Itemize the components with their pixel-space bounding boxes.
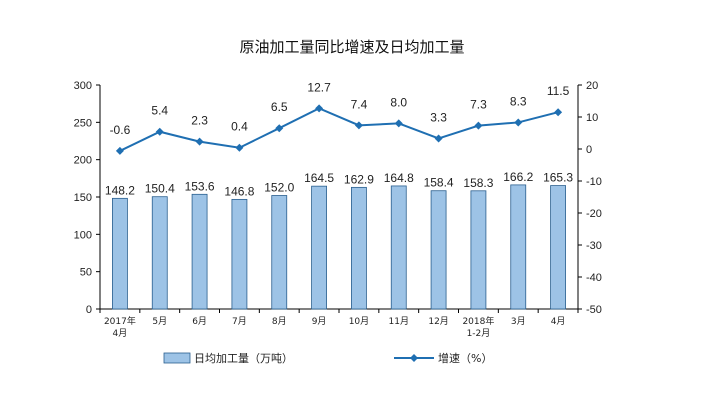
y-left-tick-label: 300 <box>74 80 92 92</box>
x-tick-label: 9月 <box>312 316 327 327</box>
x-tick-label: 2018年 <box>462 315 494 327</box>
y-right-tick-label: 10 <box>586 112 598 124</box>
bar <box>390 185 407 310</box>
bar-data-label: 166.2 <box>503 170 533 184</box>
y-right-tick-label: -20 <box>586 208 602 220</box>
y-left-tick-label: 0 <box>86 304 92 316</box>
bar-data-label: 158.4 <box>424 176 454 190</box>
growth-line <box>119 107 559 152</box>
line-point <box>235 143 244 152</box>
bar <box>470 190 487 310</box>
y-left-tick-label: 100 <box>74 229 92 241</box>
legend-line-marker <box>410 354 418 362</box>
line-data-label: 0.4 <box>231 120 248 134</box>
line-data-label: 11.5 <box>547 84 570 98</box>
line-point <box>514 118 523 127</box>
bar <box>191 193 208 310</box>
line-point <box>474 121 483 130</box>
chart-title: 原油加工量同比增速及日均加工量 <box>239 38 464 56</box>
bar-data-label: 152.0 <box>264 181 294 195</box>
line-data-label: -0.6 <box>110 123 131 137</box>
bar <box>231 198 248 310</box>
bar <box>311 185 327 310</box>
bar-data-label: 148.2 <box>105 183 135 197</box>
bar <box>510 184 527 310</box>
x-tick-label: 11月 <box>389 316 409 327</box>
line-data-label: 2.3 <box>191 114 208 128</box>
y-right-tick-label: -30 <box>586 240 602 252</box>
line-data-label: 3.3 <box>430 110 447 124</box>
line-point <box>354 121 363 130</box>
bar-data-label: 158.3 <box>463 176 493 190</box>
bar <box>151 196 168 310</box>
bar-data-label: 165.3 <box>543 171 573 185</box>
bar-data-label: 150.4 <box>145 182 175 196</box>
y-left-tick-label: 150 <box>74 192 92 204</box>
line-data-label: 5.4 <box>151 104 168 118</box>
bar-data-label: 164.8 <box>384 171 414 185</box>
y-right-tick-label: -50 <box>586 304 602 316</box>
line-data-label: 8.3 <box>510 94 527 108</box>
x-tick-label: 4月 <box>113 328 128 339</box>
y-right-tick-label: -40 <box>586 272 602 284</box>
legend-line-label: 增速（%） <box>438 351 492 365</box>
x-tick-label: 12月 <box>428 316 448 327</box>
bar <box>351 186 367 310</box>
bar <box>112 197 128 310</box>
line-point <box>115 146 124 155</box>
bar-data-labels: 148.2 150.4 153.6 146.8 152.0 164.5 162.9 164.8… <box>105 170 574 198</box>
x-tick-label: 5月 <box>152 316 167 327</box>
bar <box>271 195 288 310</box>
line-point <box>155 127 164 136</box>
y-right-tick-label: 20 <box>586 80 598 92</box>
x-tick-label: 7月 <box>232 316 247 327</box>
y-right-tick-label: 0 <box>586 144 592 156</box>
line-point <box>195 137 204 146</box>
y-left-tick-label: 250 <box>74 117 92 129</box>
y-right-tick-label: -10 <box>586 176 602 188</box>
legend: 日均加工量（万吨） 增速（%） <box>163 351 492 365</box>
line-data-label: 7.3 <box>470 98 487 112</box>
legend-bar-label: 日均加工量（万吨） <box>194 352 293 365</box>
x-tick-label: 1-2月 <box>467 328 491 339</box>
bar-data-label: 162.9 <box>344 172 374 186</box>
line-data-label: 8.0 <box>390 95 407 109</box>
bar-series <box>112 184 566 310</box>
bar <box>550 185 566 310</box>
line-series <box>115 104 563 155</box>
line-data-label: 6.5 <box>271 100 288 114</box>
line-data-label: 12.7 <box>307 80 331 94</box>
line-point <box>434 134 443 143</box>
x-tick-label: 4月 <box>551 316 566 327</box>
line-data-labels: -0.6 5.4 2.3 0.4 6.5 12.7 7.4 8.0 3.3 7.3 8.3 11.5 <box>110 80 570 137</box>
y-left-tick-label: 50 <box>80 267 92 279</box>
bar <box>430 190 447 310</box>
legend-bar-swatch <box>163 352 191 364</box>
bar-data-label: 164.5 <box>304 171 334 185</box>
bar-data-label: 153.6 <box>185 179 215 193</box>
x-tick-label: 6月 <box>192 316 207 327</box>
x-tick-label: 8月 <box>272 316 287 327</box>
line-point <box>315 104 324 113</box>
x-tick-label: 3月 <box>511 316 526 327</box>
bar-data-label: 146.8 <box>224 184 254 198</box>
line-point <box>554 108 563 117</box>
y-left-tick-label: 200 <box>74 155 92 167</box>
x-tick-label: 10月 <box>349 316 369 327</box>
line-point <box>394 119 403 128</box>
line-data-label: 7.4 <box>351 97 368 111</box>
line-point <box>275 124 284 133</box>
x-tick-label: 2017年 <box>104 315 136 327</box>
